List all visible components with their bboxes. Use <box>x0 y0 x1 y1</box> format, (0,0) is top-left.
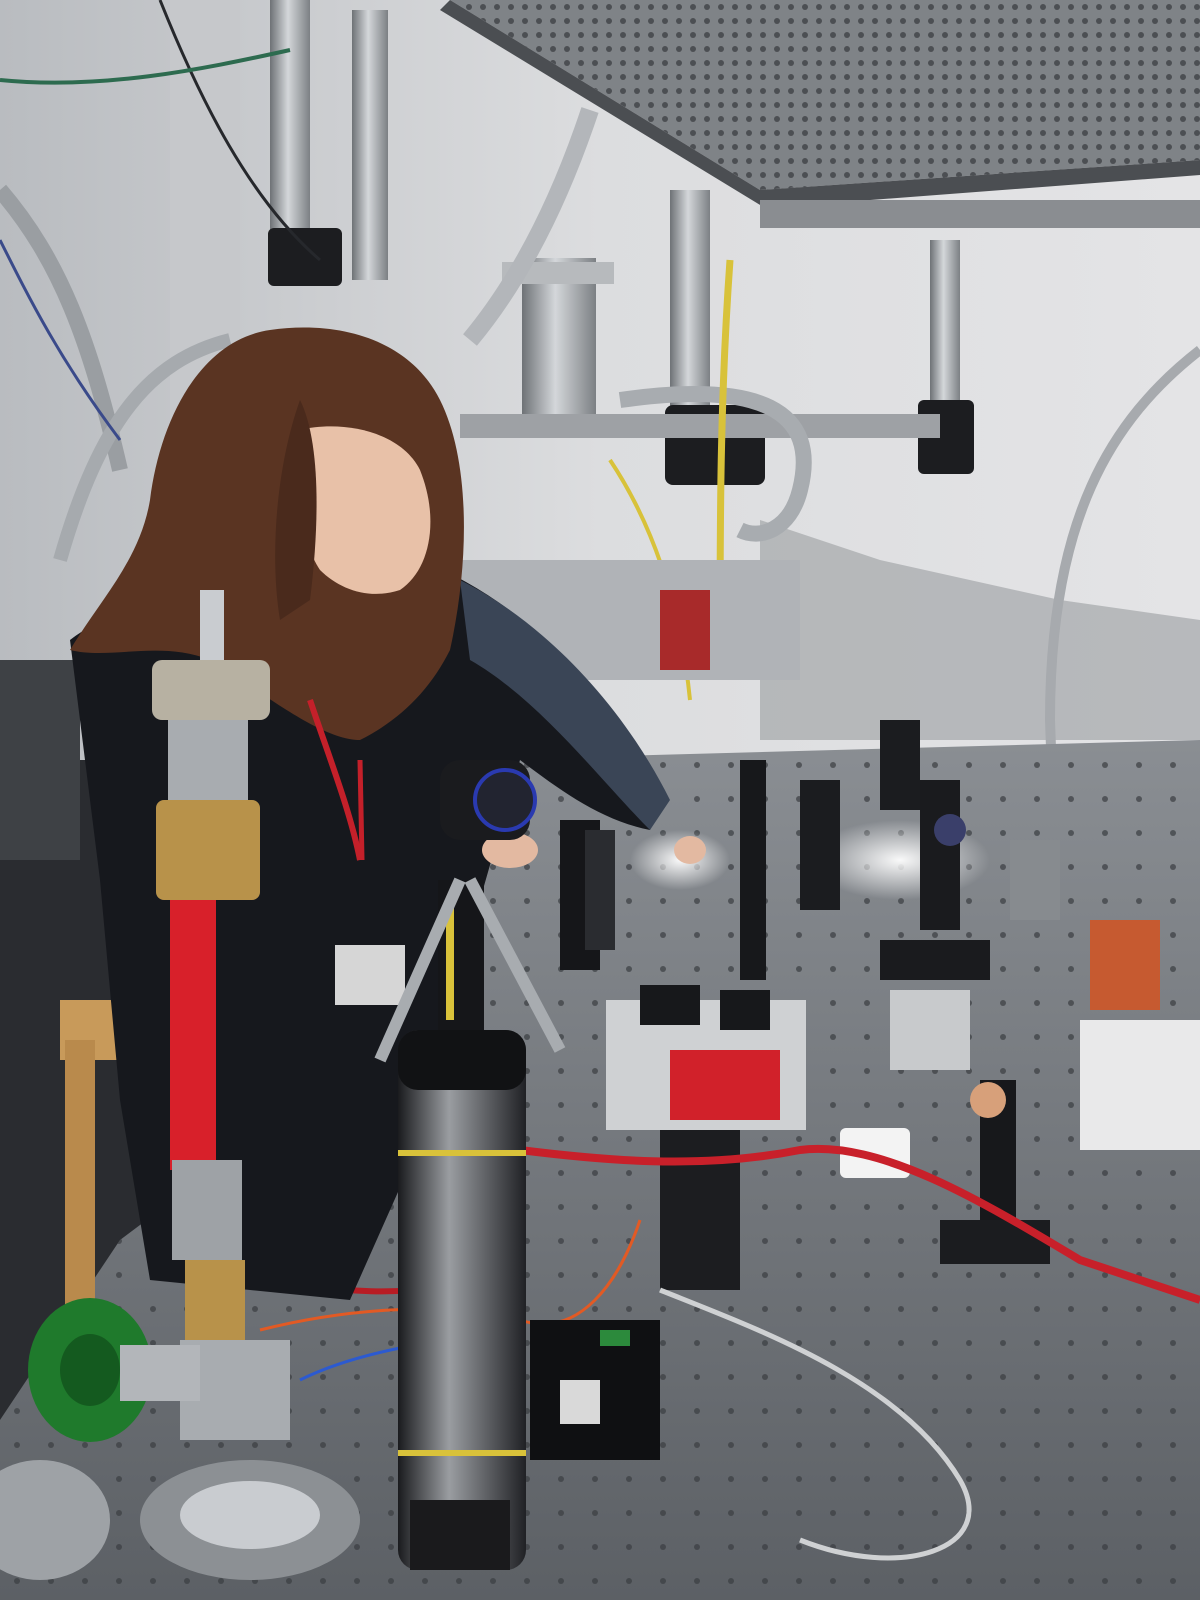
strut-left <box>270 0 310 240</box>
strut-far <box>930 240 960 420</box>
flex-hose-3 <box>463 107 599 346</box>
support-rail <box>460 414 940 438</box>
optical-mounts <box>560 720 1160 1264</box>
left-equipment <box>0 660 80 860</box>
board-connector <box>560 1380 600 1424</box>
board-terminal <box>600 1330 630 1346</box>
wooden-stool-leg <box>65 1040 95 1320</box>
crossbeam <box>760 200 1200 228</box>
cable-blue <box>0 239 122 441</box>
foreground-cylinder <box>398 1030 526 1570</box>
flex-hose-2 <box>53 333 232 562</box>
black-clamp-4 <box>640 985 700 1025</box>
white-panel <box>1080 1020 1200 1150</box>
black-clamp-1 <box>268 228 342 286</box>
flex-hose-4 <box>618 386 812 542</box>
vacuum-canister <box>522 258 596 418</box>
grey-cable <box>659 1287 972 1561</box>
cable-green <box>0 48 291 85</box>
gas-line-fitting <box>28 590 360 1580</box>
steel-pipe-right <box>1044 346 1200 1001</box>
wall-shadow <box>760 520 1200 740</box>
red-box <box>660 590 710 670</box>
black-clamp-5 <box>720 990 770 1030</box>
tripod <box>374 760 566 1063</box>
post-holder <box>660 1130 740 1290</box>
bottom-left-fitting <box>0 1460 110 1580</box>
cable-dark-1 <box>158 0 321 262</box>
red-tape <box>670 1050 780 1120</box>
ceiling-grate <box>450 0 1200 190</box>
strut-mid <box>352 10 388 280</box>
